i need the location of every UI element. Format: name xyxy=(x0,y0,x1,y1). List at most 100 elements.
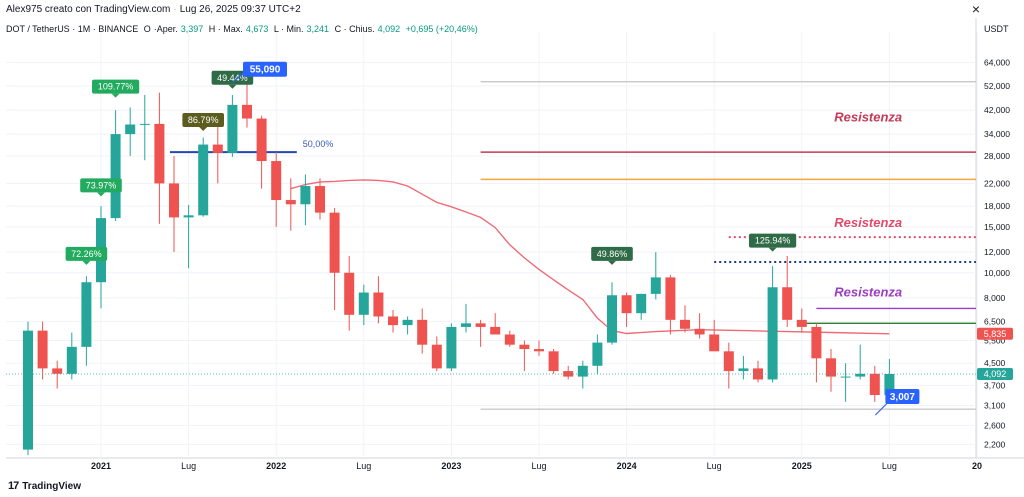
candle xyxy=(694,313,705,339)
candle xyxy=(52,360,63,389)
x-tick-label: 2022 xyxy=(266,461,286,471)
candle xyxy=(344,255,355,331)
candle-body xyxy=(227,104,238,153)
candle xyxy=(169,156,179,253)
candle xyxy=(358,284,369,326)
close-icon[interactable]: × xyxy=(971,1,980,17)
candle xyxy=(782,255,793,327)
candle-body xyxy=(344,272,355,315)
candle xyxy=(66,332,77,380)
price-tag-box xyxy=(977,368,1013,381)
resistance-label: Resistenza xyxy=(834,215,902,230)
candle-body xyxy=(504,334,515,345)
candle xyxy=(548,349,559,374)
candle xyxy=(563,365,574,380)
candle xyxy=(285,178,296,231)
candle-body xyxy=(388,316,398,326)
x-tick-label: 20 xyxy=(972,461,982,471)
high-value: 4,673 xyxy=(245,24,269,34)
candle xyxy=(315,178,325,220)
candle xyxy=(607,282,617,345)
candle xyxy=(373,276,384,324)
candle xyxy=(388,309,398,333)
snapshot-timestamp: Lug 26, 2025 09:37 UTC+2 xyxy=(179,4,301,15)
x-tick-label: Lug xyxy=(356,461,371,471)
candle-body xyxy=(198,144,209,216)
candle xyxy=(534,340,544,356)
pct-callout-arrow xyxy=(608,260,616,265)
candle xyxy=(329,208,340,310)
candle-body xyxy=(767,287,778,380)
candle xyxy=(431,336,442,372)
pct-callout: 86.79% xyxy=(182,113,224,132)
open-value: 3,397 xyxy=(180,24,204,34)
ath-callout: 55,090 xyxy=(232,61,287,83)
candle-body xyxy=(738,368,749,372)
pct-callout-arrow xyxy=(199,127,208,132)
pct-callout-text: 49.86% xyxy=(597,249,628,259)
candle xyxy=(840,363,851,402)
x-tick-label: 2025 xyxy=(792,461,812,471)
price-tag-text: 5,835 xyxy=(984,329,1007,339)
candle-body xyxy=(577,365,588,377)
candle-body xyxy=(417,319,428,345)
candle-body xyxy=(709,334,720,352)
candle xyxy=(723,342,734,389)
ath-callout-text: 55,090 xyxy=(250,65,281,76)
candle-body xyxy=(139,123,150,125)
low-value: 3,241 xyxy=(306,24,330,34)
currency-label: USDT xyxy=(984,24,1009,34)
candle-body xyxy=(753,368,763,380)
candle-body xyxy=(81,282,92,347)
y-tick-label: 34,000 xyxy=(984,129,1010,139)
candle xyxy=(869,365,880,402)
pct-callout-box xyxy=(65,246,108,261)
price-tag-box xyxy=(977,327,1013,340)
pct-callout-box xyxy=(182,113,224,128)
candle-body xyxy=(212,144,223,153)
candle-body xyxy=(110,134,121,219)
candle-body xyxy=(826,358,836,377)
pct-callout-box xyxy=(92,79,140,94)
candle xyxy=(37,321,48,380)
candle-body xyxy=(431,344,442,369)
low-callout-text: 3,007 xyxy=(890,392,915,403)
candle xyxy=(23,321,33,456)
candle xyxy=(680,305,690,333)
candle xyxy=(650,252,661,300)
candle xyxy=(490,313,501,335)
candle xyxy=(665,275,676,335)
pct-callout: 73.97% xyxy=(80,178,122,197)
pct-callout-arrow xyxy=(768,247,777,252)
candle xyxy=(753,360,763,383)
y-tick-label: 15,000 xyxy=(984,222,1010,232)
y-tick-label: 18,000 xyxy=(984,201,1010,211)
x-tick-label: Lug xyxy=(882,461,897,471)
x-tick-label: Lug xyxy=(531,461,546,471)
candle xyxy=(592,334,603,374)
low-callout: 3,007 xyxy=(874,389,920,416)
y-tick-label: 64,000 xyxy=(984,57,1010,67)
moving-average-line xyxy=(290,179,890,335)
candle-body xyxy=(169,183,179,218)
candle-body xyxy=(37,330,48,369)
y-tick-label: 2,200 xyxy=(984,439,1006,449)
pct-callout-text: 125.94% xyxy=(755,236,791,246)
candle xyxy=(125,107,136,157)
candle-body xyxy=(534,349,544,352)
candle xyxy=(504,330,515,347)
candle-body xyxy=(796,319,807,327)
candle-body xyxy=(548,351,559,372)
candle-body xyxy=(592,342,603,366)
candle-body xyxy=(694,328,705,335)
open-text: Aper. xyxy=(156,24,178,34)
pct-callout-box xyxy=(749,233,797,248)
candle xyxy=(271,152,282,227)
candle-body xyxy=(373,292,384,317)
candle-body xyxy=(855,373,866,377)
candle-body xyxy=(52,368,63,374)
candle xyxy=(796,308,807,333)
tradingview-logo-icon: 17 xyxy=(8,480,19,492)
candle xyxy=(519,340,530,372)
